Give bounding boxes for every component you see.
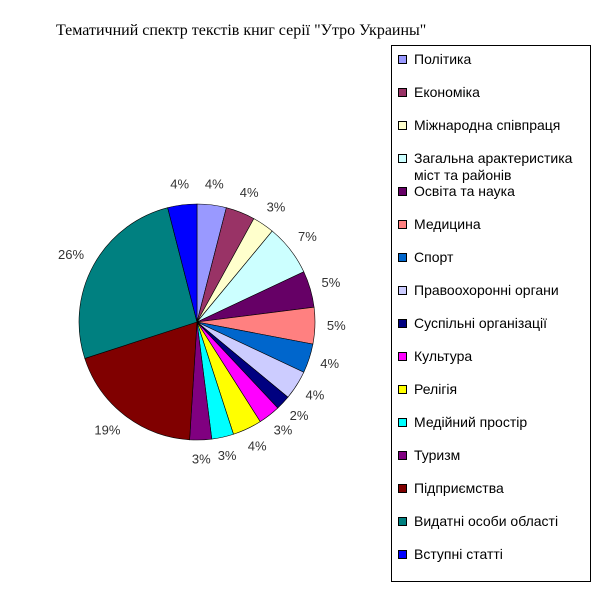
legend-label: Видатні особи області [414,513,559,529]
value-label: 4% [170,177,189,192]
legend-item: Видатні особи області [398,513,590,530]
legend-item: Правоохоронні органи [398,282,590,299]
legend-label: Вступні статті [414,546,503,562]
value-label: 3% [218,448,237,463]
legend-item: Релігія [398,381,590,398]
legend-label: Медицина [414,216,481,232]
legend-item: Підприємства [398,480,590,497]
value-label: 3% [267,199,286,214]
legend-label: Загальна арактеристика міст та районів [414,150,573,183]
legend-swatch [398,88,407,97]
legend-label: Освіта та наука [414,183,515,199]
legend-swatch [398,418,407,427]
legend-item: Міжнародна співпраця [398,117,590,134]
value-label: 3% [192,451,211,466]
legend-swatch [398,121,407,130]
legend-swatch [398,550,407,559]
chart: 4%4%3%7%5%5%4%4%2%3%4%3%3%19%26%4% [58,177,346,467]
legend-item: Освіта та наука [398,183,590,200]
legend-swatch [398,517,407,526]
legend-swatch [398,352,407,361]
value-label: 5% [322,275,341,290]
legend-item: Політика [398,51,590,68]
value-label: 4% [306,387,325,402]
pie-slice [78,207,198,359]
value-label: 2% [290,408,309,423]
legend-item: Медицина [398,216,590,233]
legend-label: Суспільні організації [414,315,548,331]
value-label: 4% [320,356,339,371]
value-label: 19% [94,422,120,437]
legend-label: Підприємства [414,480,504,496]
legend-label: Політика [414,51,472,67]
value-label: 5% [327,318,346,333]
value-label: 4% [205,177,224,192]
legend-label: Медійний простір [414,414,528,430]
legend-swatch [398,385,407,394]
legend-item: Суспільні організації [398,315,590,332]
legend: Політика Економіка Міжнародна співпраця Заг… [391,45,591,582]
legend-swatch [398,286,407,295]
legend-label: Спорт [414,249,454,265]
legend-label: Релігія [414,381,458,397]
pie-slice [84,321,198,441]
legend-swatch [398,484,407,493]
value-label: 3% [274,422,293,437]
pie-slice [167,203,198,323]
legend-swatch [398,187,407,196]
legend-swatch [398,319,407,328]
legend-swatch [398,55,407,64]
legend-item: Загальна арактеристика міст та районів [398,150,590,184]
legend-swatch [398,154,407,163]
legend-item: Вступні статті [398,546,590,563]
legend-item: Економіка [398,84,590,101]
value-label: 4% [240,185,259,200]
legend-item: Туризм [398,447,590,464]
legend-item: Культура [398,348,590,365]
legend-label: Економіка [414,84,480,100]
chart-title: Тематичний спектр текстів книг серії "Ут… [56,22,427,39]
legend-label: Культура [414,348,473,364]
legend-item: Медійний простір [398,414,590,431]
legend-label: Правоохоронні органи [414,282,559,298]
legend-label: Міжнародна співпраця [414,117,561,133]
legend-label: Туризм [414,447,461,463]
value-label: 4% [248,438,267,453]
value-label: 26% [58,247,84,262]
legend-item: Спорт [398,249,590,266]
legend-swatch [398,451,407,460]
legend-swatch [398,253,407,262]
value-label: 7% [298,229,317,244]
legend-swatch [398,220,407,229]
